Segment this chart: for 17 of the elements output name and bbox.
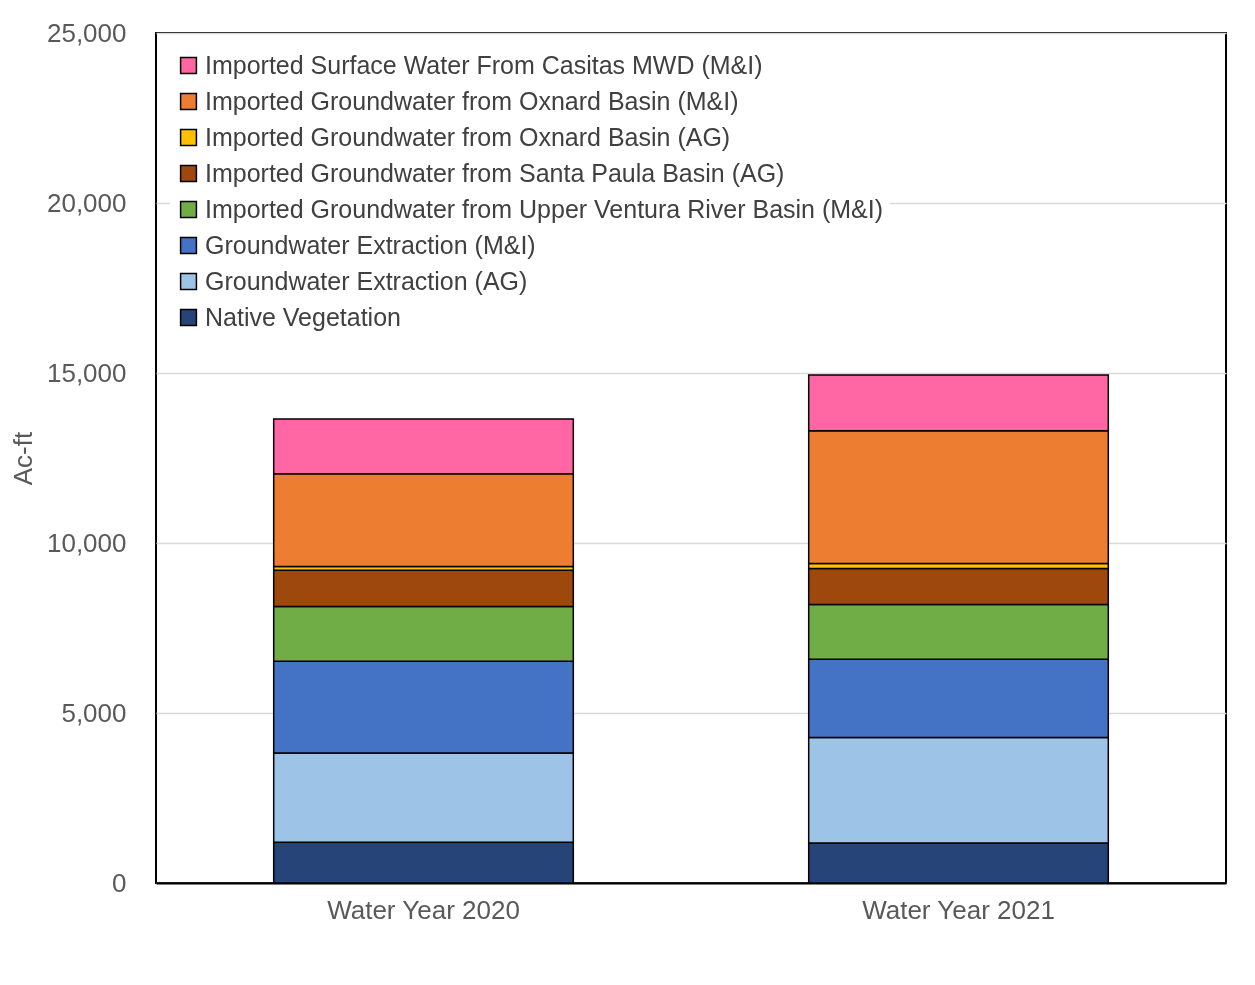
legend-label: Native Vegetation (205, 302, 401, 331)
legend-label: Imported Groundwater from Upper Ventura River Basin (M&I) (205, 194, 884, 223)
legend-label: Groundwater Extraction (M&I) (205, 230, 536, 259)
legend-label: Imported Groundwater from Oxnard Basin (M&I) (205, 86, 739, 115)
y-tick-label: 20,000 (46, 187, 127, 218)
legend-label: Imported Surface Water From Casitas MWD (M&I) (205, 50, 763, 79)
y-tick-label: 5,000 (61, 697, 127, 728)
y-tick-label: 0 (112, 867, 127, 898)
y-tick-label: 10,000 (46, 527, 127, 558)
y-axis-title: Ac-ft (7, 431, 38, 486)
y-tick-label: 15,000 (46, 357, 127, 388)
y-tick-label: 25,000 (46, 17, 127, 48)
x-tick-label: Water Year 2021 (862, 894, 1055, 925)
x-tick-label: Water Year 2020 (327, 894, 520, 925)
legend-label: Groundwater Extraction (AG) (205, 266, 528, 295)
legend-label: Imported Groundwater from Santa Paula Basin (AG) (205, 158, 785, 187)
legend-label: Imported Groundwater from Oxnard Basin (AG) (205, 122, 731, 151)
